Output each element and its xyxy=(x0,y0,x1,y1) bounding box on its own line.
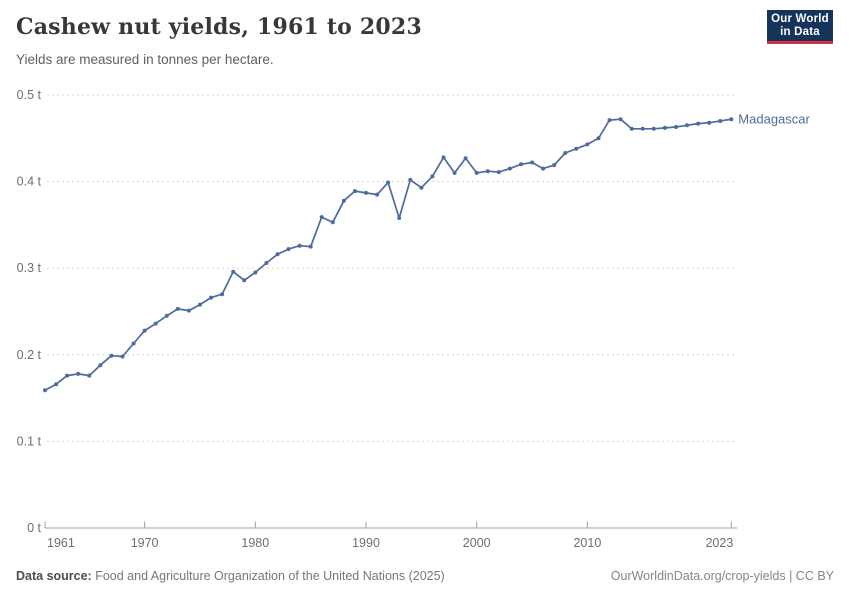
data-point-marker[interactable] xyxy=(153,321,158,326)
owid-logo-line1: Our World xyxy=(771,12,829,25)
data-point-marker[interactable] xyxy=(651,126,656,131)
owid-logo-line2: in Data xyxy=(780,25,820,38)
data-point-marker[interactable] xyxy=(54,382,59,387)
data-point-marker[interactable] xyxy=(76,371,81,376)
owid-logo[interactable]: Our World in Data xyxy=(767,10,833,44)
data-point-marker[interactable] xyxy=(275,252,280,257)
x-axis-tick-label: 2023 xyxy=(705,536,733,550)
data-point-marker[interactable] xyxy=(142,328,147,333)
x-axis-tick-label: 1980 xyxy=(241,536,269,550)
data-point-marker[interactable] xyxy=(574,146,579,151)
data-point-marker[interactable] xyxy=(120,354,125,359)
data-point-marker[interactable] xyxy=(485,169,490,174)
data-point-marker[interactable] xyxy=(729,117,734,122)
data-point-marker[interactable] xyxy=(640,126,645,131)
data-point-marker[interactable] xyxy=(507,166,512,171)
data-point-marker[interactable] xyxy=(674,125,678,129)
x-axis-tick-label: 2000 xyxy=(463,536,491,550)
x-axis-tick-label: 1961 xyxy=(47,536,75,550)
y-axis-tick-label: 0.3 t xyxy=(17,261,42,275)
data-point-marker[interactable] xyxy=(463,156,468,161)
data-point-marker[interactable] xyxy=(65,373,70,378)
data-point-marker[interactable] xyxy=(618,117,623,122)
data-point-marker[interactable] xyxy=(408,177,413,182)
data-point-marker[interactable] xyxy=(98,363,103,368)
data-point-marker[interactable] xyxy=(341,198,346,203)
data-point-marker[interactable] xyxy=(297,243,302,248)
data-point-marker[interactable] xyxy=(530,160,535,165)
data-point-marker[interactable] xyxy=(220,292,225,297)
data-point-marker[interactable] xyxy=(474,170,479,175)
data-point-marker[interactable] xyxy=(286,247,291,252)
data-point-marker[interactable] xyxy=(364,190,368,195)
line-series-madagascar[interactable] xyxy=(44,118,733,392)
data-point-marker[interactable] xyxy=(330,220,335,225)
data-point-marker[interactable] xyxy=(43,388,47,393)
data-point-marker[interactable] xyxy=(585,142,590,147)
data-point-marker[interactable] xyxy=(386,180,391,185)
x-axis-tick-label: 2010 xyxy=(573,536,601,550)
data-point-marker[interactable] xyxy=(452,170,457,175)
y-axis-tick-label: 0 t xyxy=(27,521,41,535)
data-source-note: Data source: Food and Agriculture Organi… xyxy=(16,569,445,583)
data-point-marker[interactable] xyxy=(231,269,236,274)
data-point-marker[interactable] xyxy=(209,295,213,300)
data-point-marker[interactable] xyxy=(685,123,689,128)
data-point-marker[interactable] xyxy=(430,174,435,179)
data-point-marker[interactable] xyxy=(375,192,380,197)
chart-subtitle: Yields are measured in tonnes per hectar… xyxy=(16,52,274,67)
data-point-marker[interactable] xyxy=(718,119,723,123)
footer-link[interactable]: OurWorldinData.org/crop-yields | CC BY xyxy=(610,569,834,583)
data-point-marker[interactable] xyxy=(441,155,446,160)
chart-footer: Data source: Food and Agriculture Organi… xyxy=(16,569,834,583)
data-point-marker[interactable] xyxy=(596,136,601,141)
y-axis-tick-label: 0.1 t xyxy=(17,434,42,448)
data-point-marker[interactable] xyxy=(696,121,701,126)
data-point-marker[interactable] xyxy=(175,306,180,311)
data-point-marker[interactable] xyxy=(519,162,523,167)
data-point-marker[interactable] xyxy=(131,341,136,346)
data-point-marker[interactable] xyxy=(319,215,324,220)
chart-title: Cashew nut yields, 1961 to 2023 xyxy=(16,14,422,40)
x-axis-tick-label: 1990 xyxy=(352,536,380,550)
data-point-marker[interactable] xyxy=(87,373,92,378)
data-point-marker[interactable] xyxy=(607,118,612,123)
y-axis-tick-label: 0.4 t xyxy=(17,175,42,189)
data-point-marker[interactable] xyxy=(242,278,247,283)
data-point-marker[interactable] xyxy=(308,244,313,249)
data-point-marker[interactable] xyxy=(164,313,169,318)
data-point-marker[interactable] xyxy=(198,302,202,307)
y-axis-tick-label: 0.5 t xyxy=(17,88,42,102)
data-point-marker[interactable] xyxy=(629,126,634,131)
data-point-marker[interactable] xyxy=(397,216,402,220)
data-point-marker[interactable] xyxy=(419,185,424,190)
data-point-marker[interactable] xyxy=(109,353,114,358)
data-source-label: Data source: xyxy=(16,569,92,583)
data-point-marker[interactable] xyxy=(541,166,546,171)
data-point-marker[interactable] xyxy=(264,261,269,265)
y-axis-tick-label: 0.2 t xyxy=(17,348,42,362)
data-point-marker[interactable] xyxy=(352,189,357,194)
data-source-text: Food and Agriculture Organization of the… xyxy=(91,569,445,583)
series-label-madagascar[interactable]: Madagascar xyxy=(738,112,810,127)
data-point-marker[interactable] xyxy=(563,151,568,155)
data-point-marker[interactable] xyxy=(552,163,557,168)
data-point-marker[interactable] xyxy=(662,125,667,130)
data-point-marker[interactable] xyxy=(707,120,712,125)
data-point-marker[interactable] xyxy=(496,170,501,175)
data-point-marker[interactable] xyxy=(186,308,191,313)
data-point-marker[interactable] xyxy=(253,270,258,275)
x-axis-tick-label: 1970 xyxy=(131,536,159,550)
